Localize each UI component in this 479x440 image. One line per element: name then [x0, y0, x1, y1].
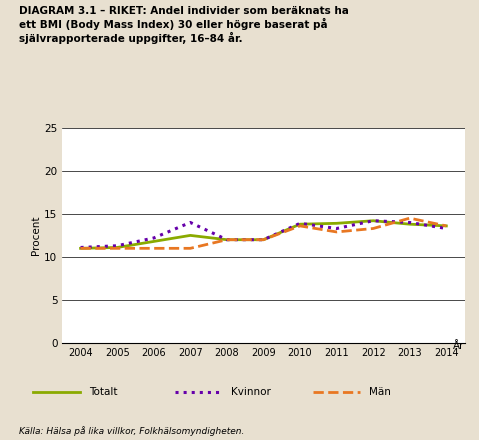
Text: År: År [453, 341, 465, 351]
Text: Kvinnor: Kvinnor [231, 387, 271, 396]
Y-axis label: Procent: Procent [32, 216, 41, 255]
Text: Män: Män [369, 387, 391, 396]
Text: Källa: Hälsa på lika villkor, Folkhälsomyndigheten.: Källa: Hälsa på lika villkor, Folkhälsom… [19, 426, 245, 436]
Text: DIAGRAM 3.1 – RIKET: Andel individer som beräknats ha
ett BMI (Body Mass Index) : DIAGRAM 3.1 – RIKET: Andel individer som… [19, 6, 349, 44]
Text: Totalt: Totalt [89, 387, 117, 396]
